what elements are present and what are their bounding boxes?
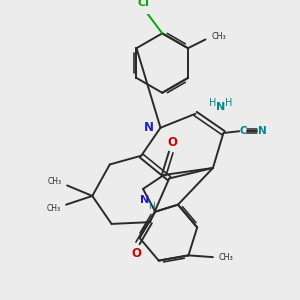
Text: H: H bbox=[148, 202, 155, 211]
Text: CH₃: CH₃ bbox=[47, 204, 61, 213]
Text: N: N bbox=[257, 126, 266, 136]
Text: O: O bbox=[168, 136, 178, 149]
Text: N: N bbox=[216, 103, 225, 112]
Text: N: N bbox=[144, 121, 154, 134]
Text: CH₃: CH₃ bbox=[219, 253, 234, 262]
Text: C: C bbox=[240, 126, 247, 136]
Text: Cl: Cl bbox=[137, 0, 149, 8]
Text: O: O bbox=[131, 247, 141, 260]
Text: CH₃: CH₃ bbox=[48, 177, 62, 186]
Text: N: N bbox=[140, 195, 149, 205]
Text: CH₃: CH₃ bbox=[212, 32, 226, 41]
Text: H: H bbox=[208, 98, 216, 108]
Text: H: H bbox=[225, 98, 232, 108]
